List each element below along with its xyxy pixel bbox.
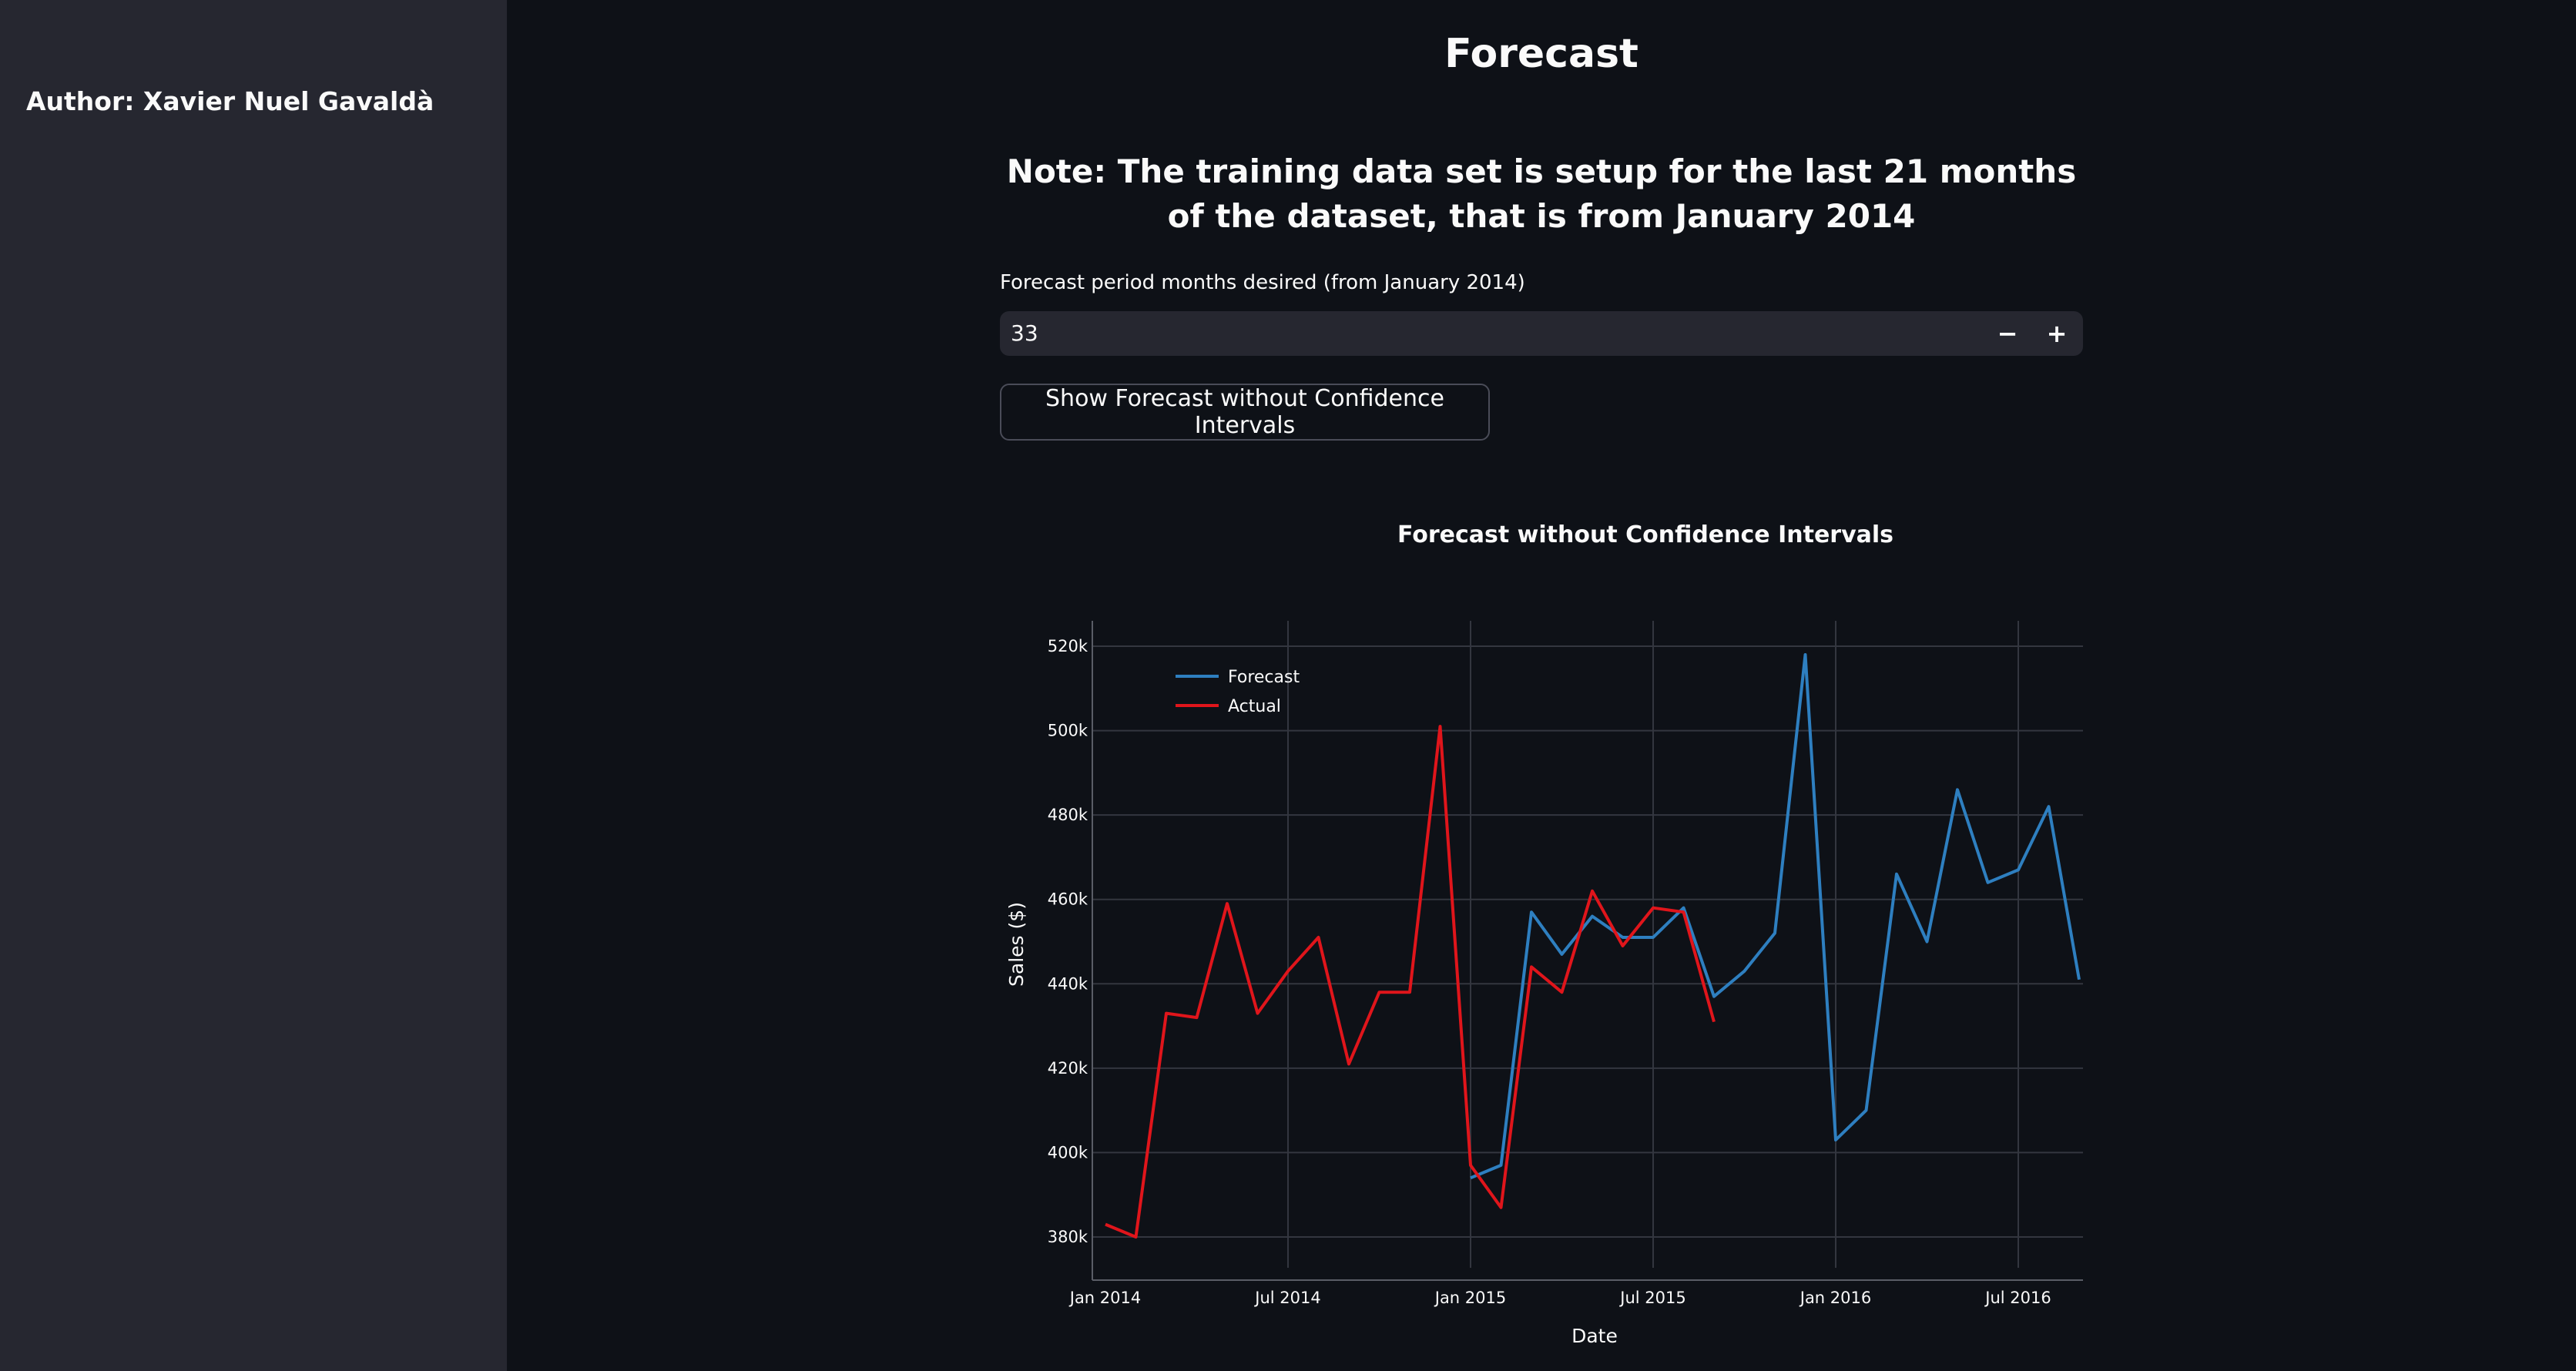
x-tick-label: Jul 2016	[1984, 1289, 2051, 1307]
y-tick-label: 460k	[1048, 890, 1088, 909]
forecast-period-input[interactable]: 33 − +	[1000, 311, 2083, 356]
x-tick-label: Jan 2015	[1434, 1289, 1507, 1307]
y-tick-label: 520k	[1048, 637, 1088, 655]
legend-label-actual: Actual	[1228, 697, 1281, 716]
y-tick-label: 400k	[1048, 1143, 1088, 1161]
chart-title: Forecast without Confidence Intervals	[1397, 521, 1893, 548]
x-tick-label: Jul 2014	[1253, 1289, 1320, 1307]
y-tick-label: 440k	[1048, 974, 1088, 993]
chart-series	[1105, 653, 2081, 1239]
training-note: Note: The training data set is setup for…	[1006, 153, 2077, 235]
author-credit: Author: Xavier Nuel Gavaldà	[26, 86, 434, 116]
show-forecast-button[interactable]: Show Forecast without Confidence Interva…	[1000, 384, 1490, 441]
forecast-period-value[interactable]: 33	[1011, 320, 1038, 346]
series-line-actual	[1105, 725, 1716, 1239]
forecast-period-label: Forecast period months desired (from Jan…	[1000, 271, 1525, 294]
x-tick-label: Jan 2014	[1068, 1289, 1142, 1307]
page-title: Forecast	[1444, 31, 1639, 77]
chart-grid: 380k 400k 420k 440k 460k 480k 500k 520k Jan 2014…	[1048, 621, 2083, 1307]
y-tick-label: 500k	[1048, 722, 1088, 740]
legend-label-forecast: Forecast	[1228, 668, 1300, 687]
x-axis-title: Date	[1571, 1325, 1618, 1347]
x-tick-label: Jan 2016	[1799, 1289, 1872, 1307]
y-tick-label: 420k	[1048, 1059, 1088, 1078]
increment-button[interactable]: +	[2046, 319, 2068, 348]
y-axis-title: Sales ($)	[1005, 902, 1028, 987]
decrement-button[interactable]: −	[1997, 319, 2018, 348]
y-tick-label: 380k	[1048, 1228, 1088, 1246]
x-tick-label: Jul 2015	[1618, 1289, 1685, 1307]
y-tick-label: 480k	[1048, 806, 1088, 824]
sidebar: Author: Xavier Nuel Gavaldà	[0, 0, 507, 1371]
series-line-forecast	[1470, 653, 2081, 1180]
chart-legend: Forecast Actual	[1176, 668, 1300, 716]
